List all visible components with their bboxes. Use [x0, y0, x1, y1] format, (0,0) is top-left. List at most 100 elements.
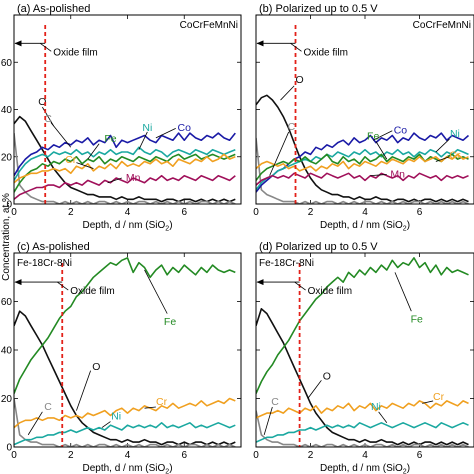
- label-pointer: [50, 122, 72, 148]
- plot-area: [14, 115, 236, 204]
- label-pointer: [280, 85, 295, 101]
- oxide-film-label: Oxide film: [308, 286, 352, 297]
- label-pointer: [435, 156, 450, 162]
- series-o-line: [256, 307, 469, 446]
- x-tick-label: 6: [181, 450, 187, 461]
- x-axis-label: Depth, d / nm (SiO2): [320, 220, 410, 233]
- series-cr-line: [256, 153, 469, 172]
- series-ni-line: [256, 421, 469, 443]
- panel-frame: [255, 14, 474, 205]
- series-label-fe: Fe: [367, 130, 379, 142]
- series-ni-line: [14, 146, 236, 181]
- label-pointer: [138, 131, 148, 150]
- x-tick-label: 2: [68, 450, 74, 461]
- series-label-cr: Cr: [156, 396, 168, 408]
- series-ni-line: [256, 148, 469, 191]
- x-tick-label: 6: [417, 207, 423, 218]
- x-tick-label: 0: [253, 450, 259, 461]
- series-c-line: [14, 398, 236, 447]
- oxide-film-label: Oxide film: [53, 47, 97, 58]
- x-tick-label: 4: [125, 450, 131, 461]
- panel-b: 0 2 4 6 O C Fe Co Ni Cr Mn Oxide film (b) Polarized …: [253, 3, 474, 233]
- series-label-ni: Ni: [371, 401, 381, 413]
- series-label-o: O: [296, 74, 304, 86]
- series-label-o: O: [323, 370, 331, 382]
- label-pointer: [378, 411, 388, 423]
- series-c-line: [256, 410, 469, 447]
- series-fe-line: [256, 257, 469, 394]
- panel-d: 0 2 4 6 O Fe C Ni Cr Oxide film (d) Polarized up t…: [253, 241, 474, 474]
- series-c-line: [256, 137, 469, 204]
- series-o-line: [14, 310, 236, 446]
- series-label-c: C: [271, 396, 279, 408]
- x-tick-label: 6: [417, 450, 423, 461]
- label-pointer: [155, 128, 176, 139]
- label-pointer: [144, 406, 156, 409]
- y-tick-label: 40: [1, 105, 13, 116]
- label-pointer: [422, 400, 434, 404]
- series-label-cr: Cr: [433, 391, 445, 403]
- oxide-film-leader: [294, 281, 306, 291]
- x-tick-label: 2: [308, 207, 314, 218]
- series-mn-line: [14, 174, 236, 200]
- label-pointer: [307, 380, 322, 399]
- series-cr-line: [14, 153, 236, 184]
- label-pointer: [42, 106, 55, 127]
- x-tick-label: 4: [125, 207, 131, 218]
- label-pointer: [107, 177, 122, 184]
- y-tick-label: 20: [1, 394, 13, 405]
- x-tick-label: 0: [11, 450, 17, 461]
- plot-area: [14, 257, 236, 447]
- series-label-fe: Fe: [164, 316, 176, 328]
- oxide-film-label: Oxide film: [70, 286, 114, 297]
- label-pointer: [144, 269, 168, 314]
- y-tick-label: 0: [6, 200, 12, 211]
- label-pointer: [394, 272, 412, 312]
- series-cr-line: [256, 400, 469, 419]
- label-pointer: [76, 162, 94, 169]
- alloy-label: Fe-18Cr-8Ni: [17, 258, 72, 269]
- label-pointer: [269, 131, 290, 176]
- series-label-o: O: [38, 96, 46, 108]
- y-tick-label: 0: [6, 443, 12, 454]
- alloy-label: CoCrFeMnNi: [413, 20, 471, 31]
- panel-frame: [13, 14, 242, 205]
- oxide-film-leader: [57, 281, 69, 291]
- x-tick-label: 0: [253, 207, 259, 218]
- x-tick-label: 4: [362, 207, 368, 218]
- panel-frame: [13, 252, 242, 448]
- x-tick-label: 2: [308, 450, 314, 461]
- x-axis-label: Depth, d / nm (SiO2): [320, 463, 410, 474]
- x-tick-label: 6: [181, 207, 187, 218]
- series-label-cr: Cr: [449, 149, 461, 161]
- series-label-mn: Mn: [390, 168, 405, 180]
- series-label-co: Co: [178, 122, 192, 134]
- series-label-c: C: [288, 121, 296, 133]
- series-label-fe: Fe: [104, 133, 116, 145]
- y-tick-label: 60: [1, 297, 13, 308]
- label-pointer: [370, 174, 387, 177]
- series-label-c: C: [44, 401, 52, 413]
- oxide-film-leader: [290, 43, 302, 52]
- series-label-ni: Ni: [111, 410, 121, 422]
- series-cr-line: [14, 397, 236, 429]
- alloy-label: Fe-18Cr-8Ni: [259, 258, 314, 269]
- alloy-label: CoCrFeMnNi: [180, 20, 238, 31]
- x-axis-label: Depth, d / nm (SiO2): [82, 220, 172, 233]
- series-fe-line: [14, 257, 236, 394]
- oxide-film-label: Oxide film: [304, 47, 348, 58]
- series-fe-line: [14, 153, 236, 193]
- label-pointer: [372, 130, 393, 141]
- panel-frame: [255, 252, 474, 448]
- panel-title: (d) Polarized up to 0.5 V: [259, 241, 378, 253]
- series-o-line: [256, 94, 469, 203]
- panel-title: (a) As-polished: [17, 3, 90, 15]
- oxide-film-leader: [39, 43, 52, 52]
- y-tick-label: 60: [1, 58, 13, 69]
- series-mn-line: [256, 172, 469, 186]
- series-label-co: Co: [394, 125, 408, 137]
- y-tick-label: 20: [1, 152, 13, 163]
- series-label-ni: Ni: [450, 128, 460, 140]
- label-pointer: [263, 406, 273, 435]
